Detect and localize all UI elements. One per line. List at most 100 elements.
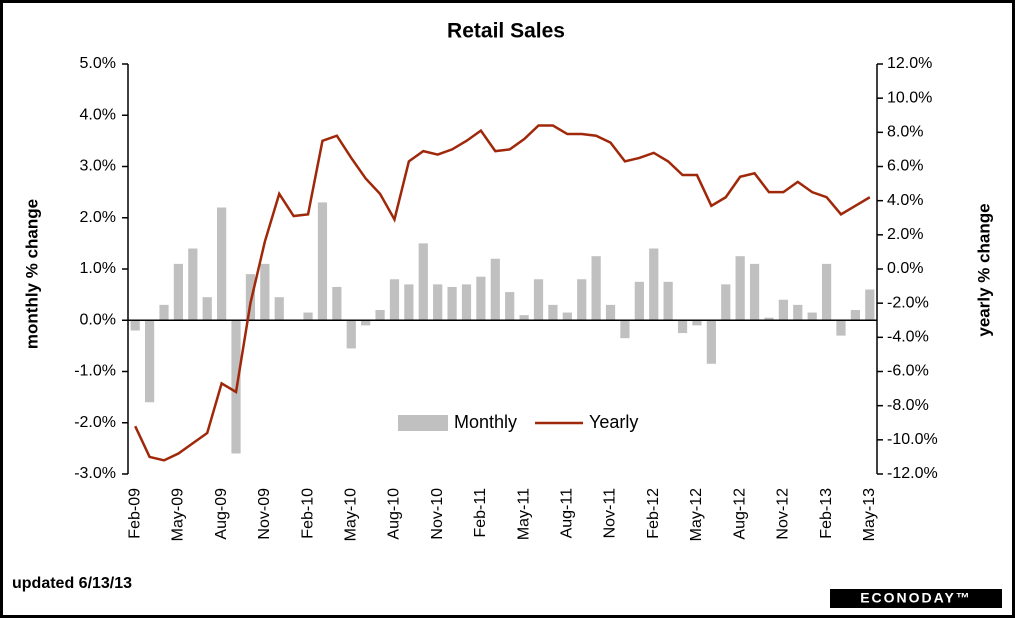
bar [490, 258, 500, 321]
bar [634, 281, 644, 321]
legend-label: Yearly [589, 412, 638, 432]
bar [130, 320, 140, 331]
bar [605, 304, 616, 321]
bar [144, 320, 155, 403]
bar [749, 263, 760, 321]
bar [821, 263, 832, 321]
bar [476, 276, 486, 321]
y2-tick-label: -10.0% [887, 431, 938, 448]
bar [721, 284, 731, 321]
x-tick-label: Aug-09 [213, 488, 230, 540]
x-tick-label: May-12 [688, 488, 705, 541]
bar [562, 312, 572, 321]
x-tick-label: Nov-12 [775, 488, 792, 540]
bar [433, 284, 443, 321]
y-tick-label: 4.0% [80, 106, 116, 123]
legend-label: Monthly [454, 412, 517, 432]
bar [533, 279, 544, 321]
bar [418, 243, 428, 321]
bar [519, 315, 529, 321]
bar [577, 279, 587, 321]
y-tick-label: 2.0% [80, 209, 116, 226]
x-tick-label: Nov-11 [602, 488, 619, 538]
bar [649, 248, 659, 321]
bar [375, 310, 385, 321]
x-tick-label: Aug-10 [386, 488, 403, 540]
y2-tick-label: 12.0% [887, 55, 932, 72]
y2-tick-label: -6.0% [887, 363, 929, 380]
bar [850, 310, 861, 321]
x-tick-label: Nov-09 [256, 488, 273, 540]
y2-axis-label: yearly % change [974, 203, 993, 336]
x-tick-label: Feb-13 [818, 488, 835, 539]
x-tick-label: Feb-09 [126, 488, 143, 539]
bar [548, 304, 558, 321]
x-tick-label: Nov-10 [429, 488, 446, 540]
x-tick-label: May-10 [342, 488, 359, 541]
x-tick-label: May-11 [515, 488, 532, 540]
bar [346, 320, 356, 349]
bar [505, 292, 515, 321]
bar [735, 256, 745, 321]
y2-tick-label: -8.0% [887, 397, 929, 414]
bar [764, 317, 774, 321]
bar [274, 297, 284, 321]
y-tick-label: 1.0% [80, 260, 116, 277]
y2-tick-label: 8.0% [887, 124, 923, 141]
bar [303, 312, 313, 321]
bar [461, 284, 472, 321]
bar [793, 304, 803, 321]
y-axis-label: monthly % change [22, 199, 41, 349]
bar [317, 202, 328, 321]
bar [778, 299, 788, 321]
y2-tick-label: -12.0% [887, 465, 938, 482]
y2-tick-label: 10.0% [887, 89, 932, 106]
bar [202, 297, 212, 321]
legend-swatch [398, 415, 448, 431]
bar [361, 320, 371, 326]
bar [217, 207, 227, 321]
bar [836, 320, 846, 336]
y-tick-label: -3.0% [74, 465, 116, 482]
x-tick-label: Feb-12 [645, 488, 662, 539]
bar [591, 256, 601, 321]
logo-box [830, 589, 1002, 608]
x-tick-label: Feb-10 [299, 488, 316, 539]
y2-tick-label: -2.0% [887, 294, 929, 311]
bar [807, 312, 817, 321]
x-tick-label: May-09 [170, 488, 187, 541]
y2-tick-label: 6.0% [887, 158, 923, 175]
bar [260, 263, 270, 321]
line [134, 124, 871, 462]
x-tick-label: Feb-11 [472, 488, 489, 538]
y2-tick-label: 2.0% [887, 226, 923, 243]
bar [865, 289, 875, 321]
chart-title: Retail Sales [447, 20, 565, 43]
footnote: updated 6/13/13 [12, 575, 132, 592]
x-tick-label: May-13 [861, 488, 878, 541]
bar [245, 274, 256, 321]
bar [159, 304, 169, 321]
bar [447, 286, 457, 321]
y-tick-label: 3.0% [80, 158, 116, 175]
bar [620, 320, 630, 339]
bar [188, 248, 198, 321]
y2-tick-label: 4.0% [887, 192, 923, 209]
bar [677, 320, 688, 334]
bar [404, 284, 414, 321]
bar [389, 279, 400, 321]
bar [663, 281, 673, 321]
x-tick-label: Aug-12 [731, 488, 748, 540]
bar [173, 263, 184, 321]
bar [332, 286, 342, 321]
y2-tick-label: -4.0% [887, 329, 929, 346]
logo: ECONODAY™ [860, 590, 972, 606]
x-tick-label: Aug-11 [559, 488, 576, 539]
y-tick-label: -1.0% [74, 363, 116, 380]
y2-tick-label: 0.0% [887, 260, 923, 277]
bar [706, 320, 716, 364]
y-tick-label: 5.0% [80, 55, 116, 72]
y-tick-label: -2.0% [74, 414, 116, 431]
bar [692, 320, 702, 326]
